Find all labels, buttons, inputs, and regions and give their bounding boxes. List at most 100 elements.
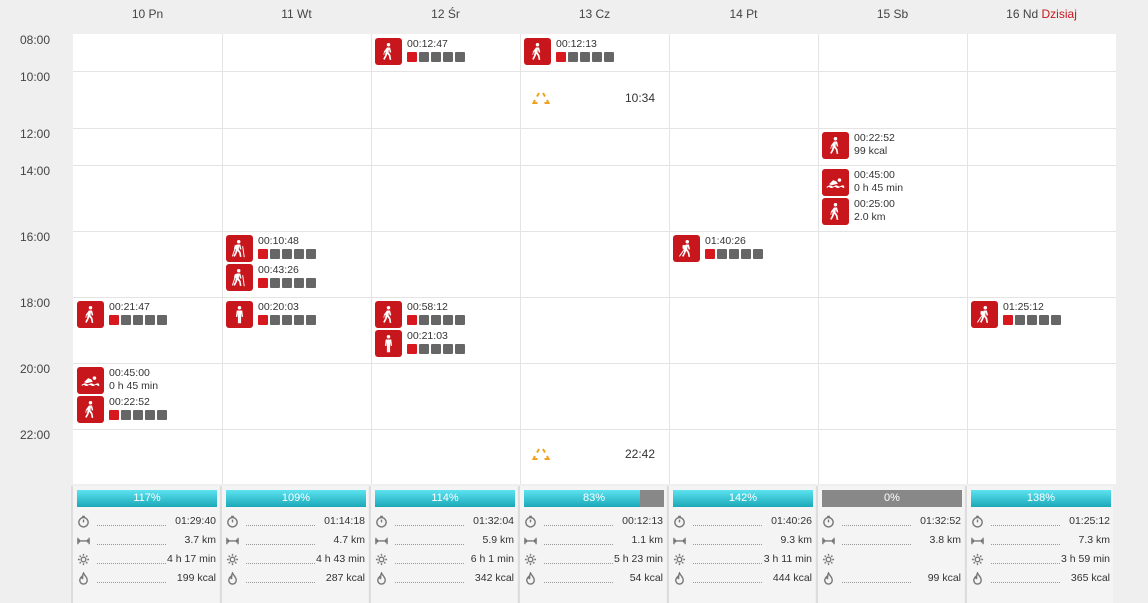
dotted-leader	[544, 563, 613, 564]
activity-duration: 00:12:47	[407, 38, 448, 50]
summary-duration-row: 00:12:13	[524, 515, 665, 534]
summary-calories-row: 99 kcal	[822, 571, 963, 591]
activity-entry[interactable]: 00:10:48	[226, 235, 316, 263]
warning-time: 22:42	[624, 447, 655, 461]
summary-distance: 5.9 km	[482, 534, 514, 546]
summary-sleep: 4 h 17 min	[166, 553, 216, 565]
sync-warning[interactable]: 22:42	[532, 447, 655, 465]
goal-progress-fill	[524, 490, 641, 507]
intensity-block	[258, 315, 268, 325]
activity-entry[interactable]: 00:22:52	[77, 396, 167, 424]
intensity-block	[306, 249, 316, 259]
walk-icon	[822, 198, 849, 225]
intensity-level	[109, 410, 167, 420]
intensity-block	[258, 249, 268, 259]
intensity-block	[604, 52, 614, 62]
activity-entry[interactable]: 00:58:12	[375, 301, 465, 329]
activity-entry[interactable]: 00:12:47	[375, 38, 465, 66]
person-icon	[375, 330, 402, 357]
day-label: 13 Cz	[578, 7, 611, 21]
column-divider	[967, 34, 968, 484]
intensity-level	[109, 315, 167, 325]
activity-entry[interactable]: 00:22:52 99 kcal	[822, 132, 895, 160]
goal-progress-fill	[375, 490, 515, 507]
intensity-block	[431, 52, 441, 62]
activity-entry[interactable]: 01:40:26	[673, 235, 763, 263]
hiking-icon	[673, 235, 700, 262]
goal-percent: 138%	[1026, 492, 1056, 504]
hour-label: 16:00	[20, 230, 51, 244]
hiking-icon	[971, 301, 998, 328]
activity-entry[interactable]: 00:20:03	[226, 301, 316, 329]
summary-calories: 54 kcal	[629, 572, 663, 584]
goal-progress-bar: 109%	[226, 490, 366, 507]
sync-warning[interactable]: 10:34	[532, 91, 655, 109]
summary-duration: 01:32:52	[920, 515, 961, 527]
intensity-block	[270, 278, 280, 288]
activity-entry[interactable]: 00:43:26	[226, 264, 316, 292]
flame-icon	[226, 571, 240, 586]
activity-duration: 01:40:26	[705, 235, 746, 247]
stopwatch-icon	[673, 515, 687, 529]
summary-sleep-row: 3 h 59 min	[971, 553, 1112, 572]
activity-entry[interactable]: 00:45:00 0 h 45 min	[77, 367, 158, 395]
summary-divider	[220, 486, 222, 603]
goal-progress-fill	[226, 490, 366, 507]
activity-entry[interactable]: 00:21:47	[77, 301, 167, 329]
summary-distance-row: 3.8 km	[821, 534, 963, 553]
dotted-leader	[97, 582, 166, 583]
nordic-walk-icon	[226, 264, 253, 291]
activity-duration: 00:43:26	[258, 264, 299, 276]
summary-sleep: 6 h 1 min	[470, 553, 514, 565]
intensity-block	[419, 52, 429, 62]
day-label: 10 Pn	[131, 7, 164, 21]
swim-icon	[822, 169, 849, 196]
intensity-level	[1003, 315, 1061, 325]
activity-entry[interactable]: 00:45:00 0 h 45 min	[822, 169, 903, 197]
goal-progress-fill	[77, 490, 217, 507]
day-label: 14 Pt	[729, 7, 758, 21]
summary-duration: 01:14:18	[324, 515, 365, 527]
distance-icon	[523, 534, 538, 548]
day-label: 11 Wt	[281, 7, 312, 21]
flame-icon	[375, 571, 389, 586]
intensity-block	[109, 315, 119, 325]
dotted-leader	[693, 525, 762, 526]
summary-calories-row: 199 kcal	[77, 571, 218, 591]
intensity-level	[407, 52, 465, 62]
activity-entry[interactable]: 00:21:03	[375, 330, 465, 358]
day-header: 15 Sb	[818, 0, 967, 30]
summary-calories: 99 kcal	[927, 572, 961, 584]
walk-icon	[524, 38, 551, 65]
activity-entry[interactable]: 00:12:13	[524, 38, 614, 66]
activity-entry[interactable]: 01:25:12	[971, 301, 1061, 329]
activity-entry[interactable]: 00:25:00 2.0 km	[822, 198, 895, 226]
intensity-block	[294, 278, 304, 288]
activity-text: 00:22:52	[109, 396, 167, 420]
sun-icon	[524, 553, 538, 567]
intensity-block	[1003, 315, 1013, 325]
activity-duration: 00:12:13	[556, 38, 597, 50]
intensity-block	[729, 249, 739, 259]
summary-sleep: 3 h 59 min	[1060, 553, 1110, 565]
flame-icon	[673, 571, 687, 586]
summary-duration: 01:40:26	[771, 515, 812, 527]
sun-icon	[822, 553, 836, 567]
activity-text: 00:12:13	[556, 38, 614, 62]
day-header: 16 Nd Dzisiaj	[967, 0, 1116, 30]
intensity-block	[258, 278, 268, 288]
activity-text: 00:21:47	[109, 301, 167, 325]
sun-icon	[375, 553, 389, 567]
summary-distance-row: 4.7 km	[225, 534, 367, 553]
activity-text: 00:45:00 0 h 45 min	[109, 367, 158, 393]
activity-text: 00:58:12	[407, 301, 465, 325]
activity-duration: 00:22:52	[854, 132, 895, 144]
hour-label: 20:00	[20, 362, 51, 376]
summary-sleep: 5 h 23 min	[613, 553, 663, 565]
dotted-leader	[395, 525, 464, 526]
column-divider	[371, 34, 372, 484]
intensity-block	[407, 344, 417, 354]
summary-duration-row: 01:32:52	[822, 515, 963, 534]
stopwatch-icon	[524, 515, 538, 529]
